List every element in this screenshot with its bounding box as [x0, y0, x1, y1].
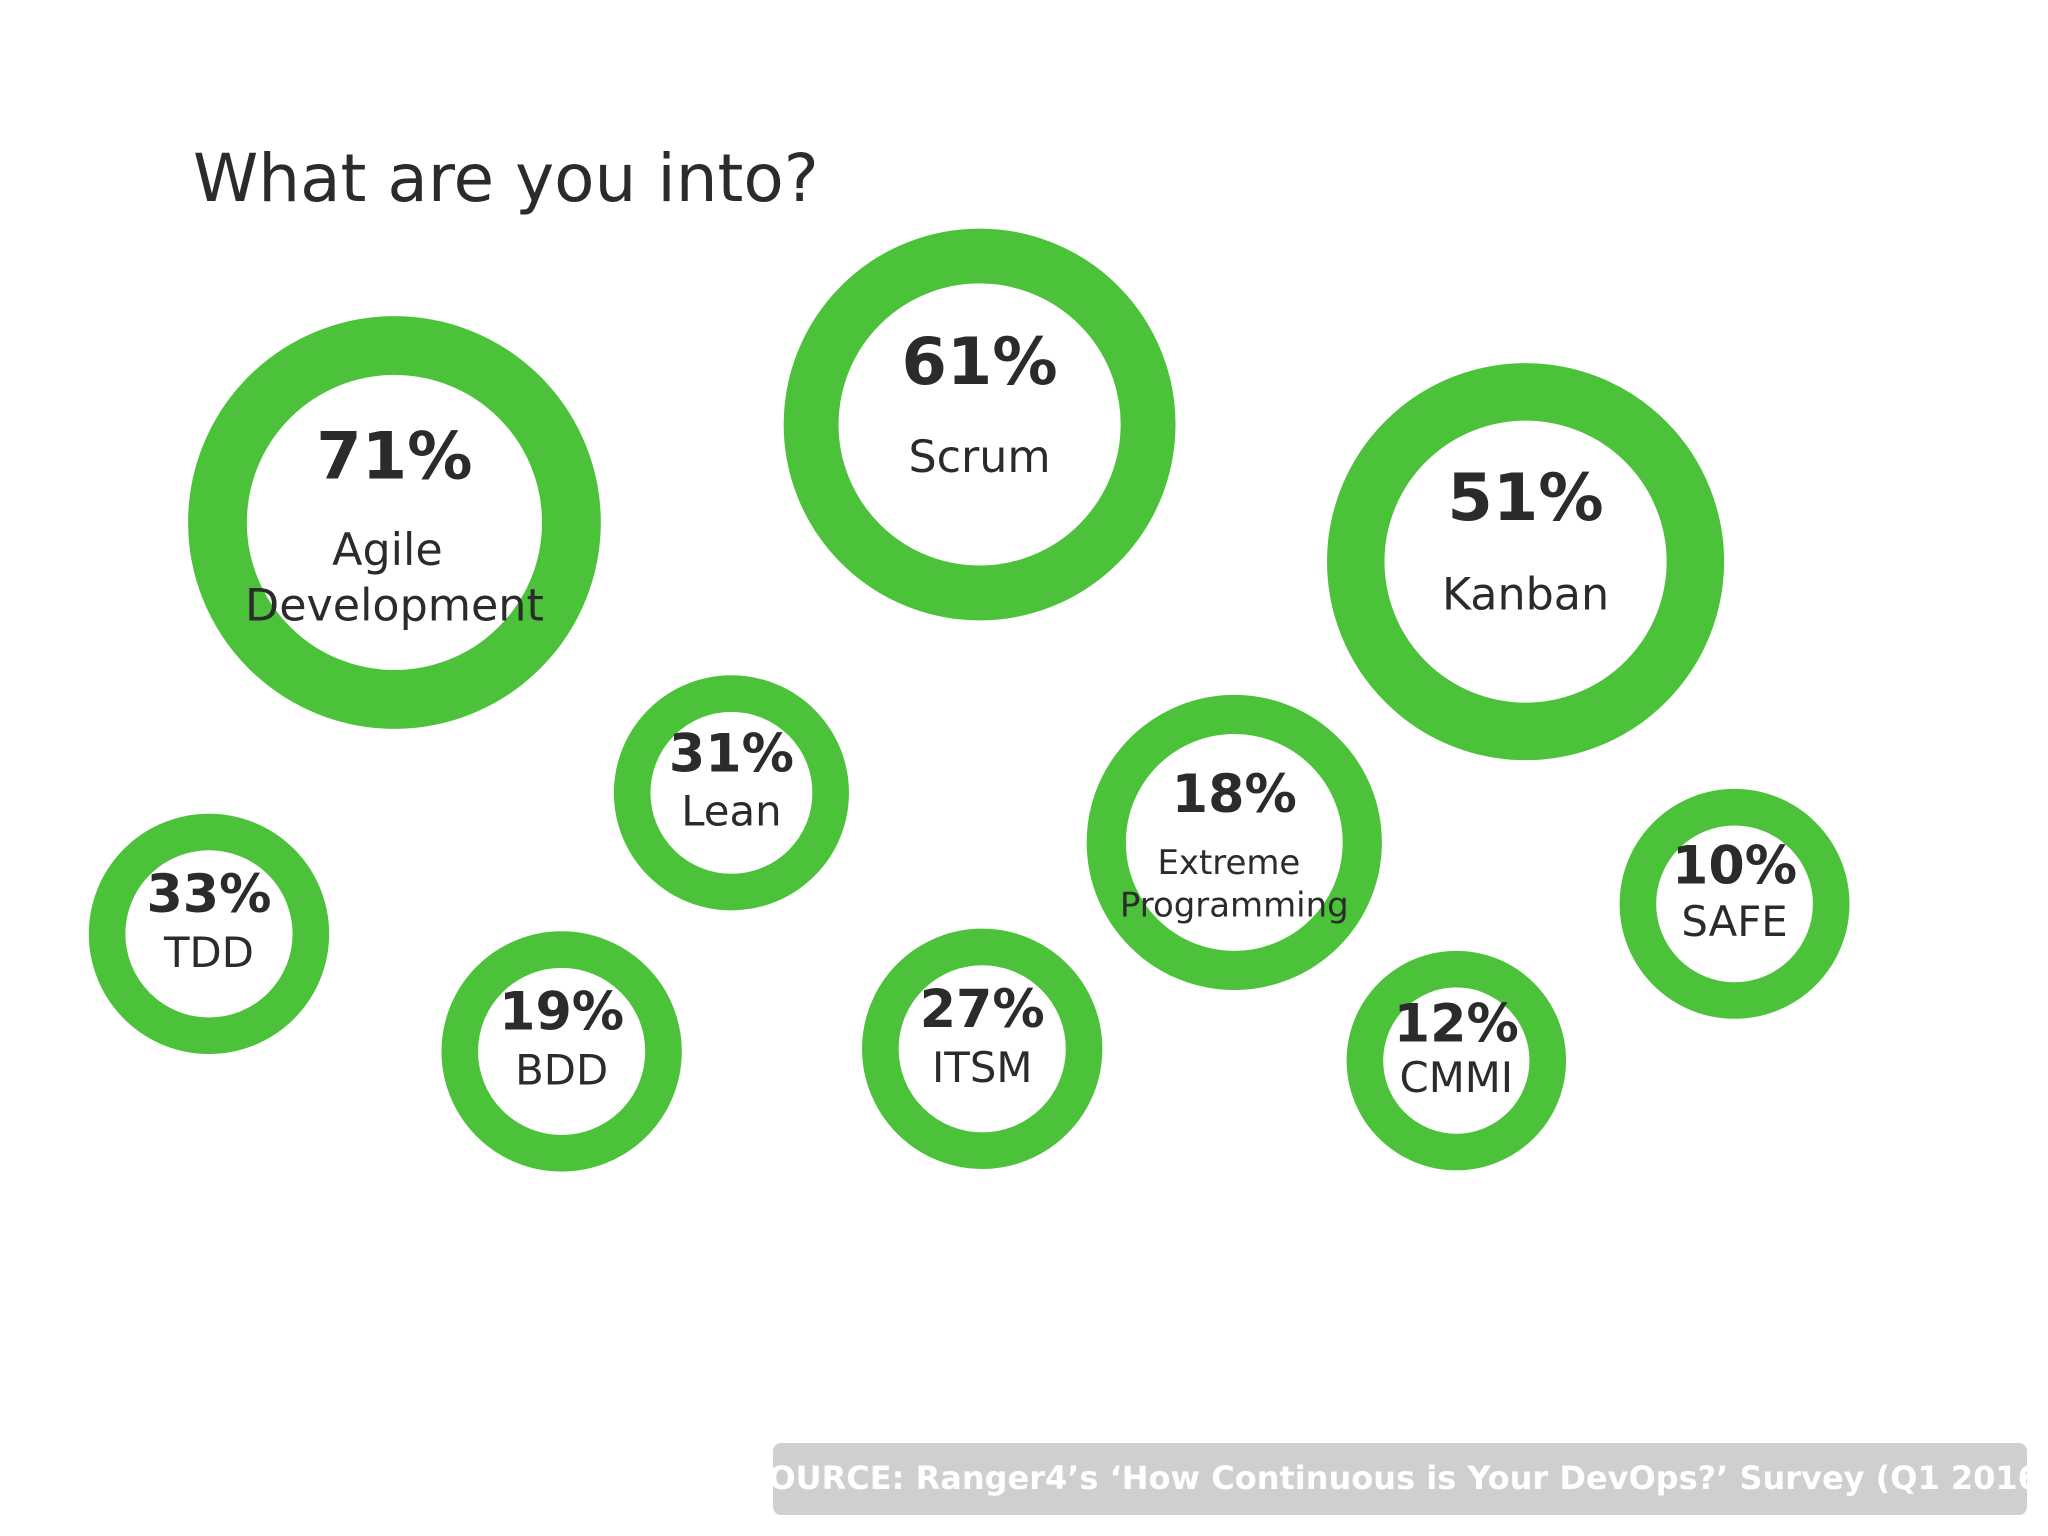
category-label: BDD: [515, 1046, 608, 1095]
value-label: 31%: [669, 725, 794, 785]
ring: [862, 928, 1103, 1169]
category-label: ITSM: [932, 1043, 1032, 1092]
category-label: TDD: [163, 928, 254, 977]
value-label: 71%: [316, 419, 472, 495]
ring: [1327, 363, 1725, 761]
value-label: 51%: [1447, 460, 1603, 536]
category-label: Kanban: [1442, 569, 1609, 620]
source-note: SOURCE: Ranger4’s ‘How Continuous is You…: [745, 1459, 2048, 1497]
value-label: 18%: [1172, 765, 1297, 825]
category-label: Scrum: [908, 432, 1050, 483]
value-label: 10%: [1672, 836, 1797, 896]
ring: [441, 931, 682, 1172]
category-label: Lean: [681, 786, 781, 835]
value-label: 27%: [920, 980, 1045, 1040]
ring: [783, 228, 1176, 621]
category-label: Agile Development: [245, 525, 544, 632]
category-label: Extreme Programming: [1120, 842, 1349, 924]
value-label: 12%: [1394, 995, 1519, 1055]
ring: [1086, 694, 1382, 991]
source-box: [773, 1443, 2027, 1515]
category-label: SAFE: [1681, 897, 1787, 946]
ring: [188, 316, 601, 729]
ring: [88, 813, 330, 1055]
chart-title: What are you into?: [193, 140, 819, 217]
value-label: 61%: [901, 324, 1057, 400]
value-label: 19%: [499, 982, 624, 1042]
ring: [613, 675, 849, 911]
value-label: 33%: [146, 865, 271, 925]
ring: [1346, 950, 1567, 1171]
ring: [1619, 788, 1850, 1019]
category-label: CMMI: [1400, 1053, 1514, 1102]
